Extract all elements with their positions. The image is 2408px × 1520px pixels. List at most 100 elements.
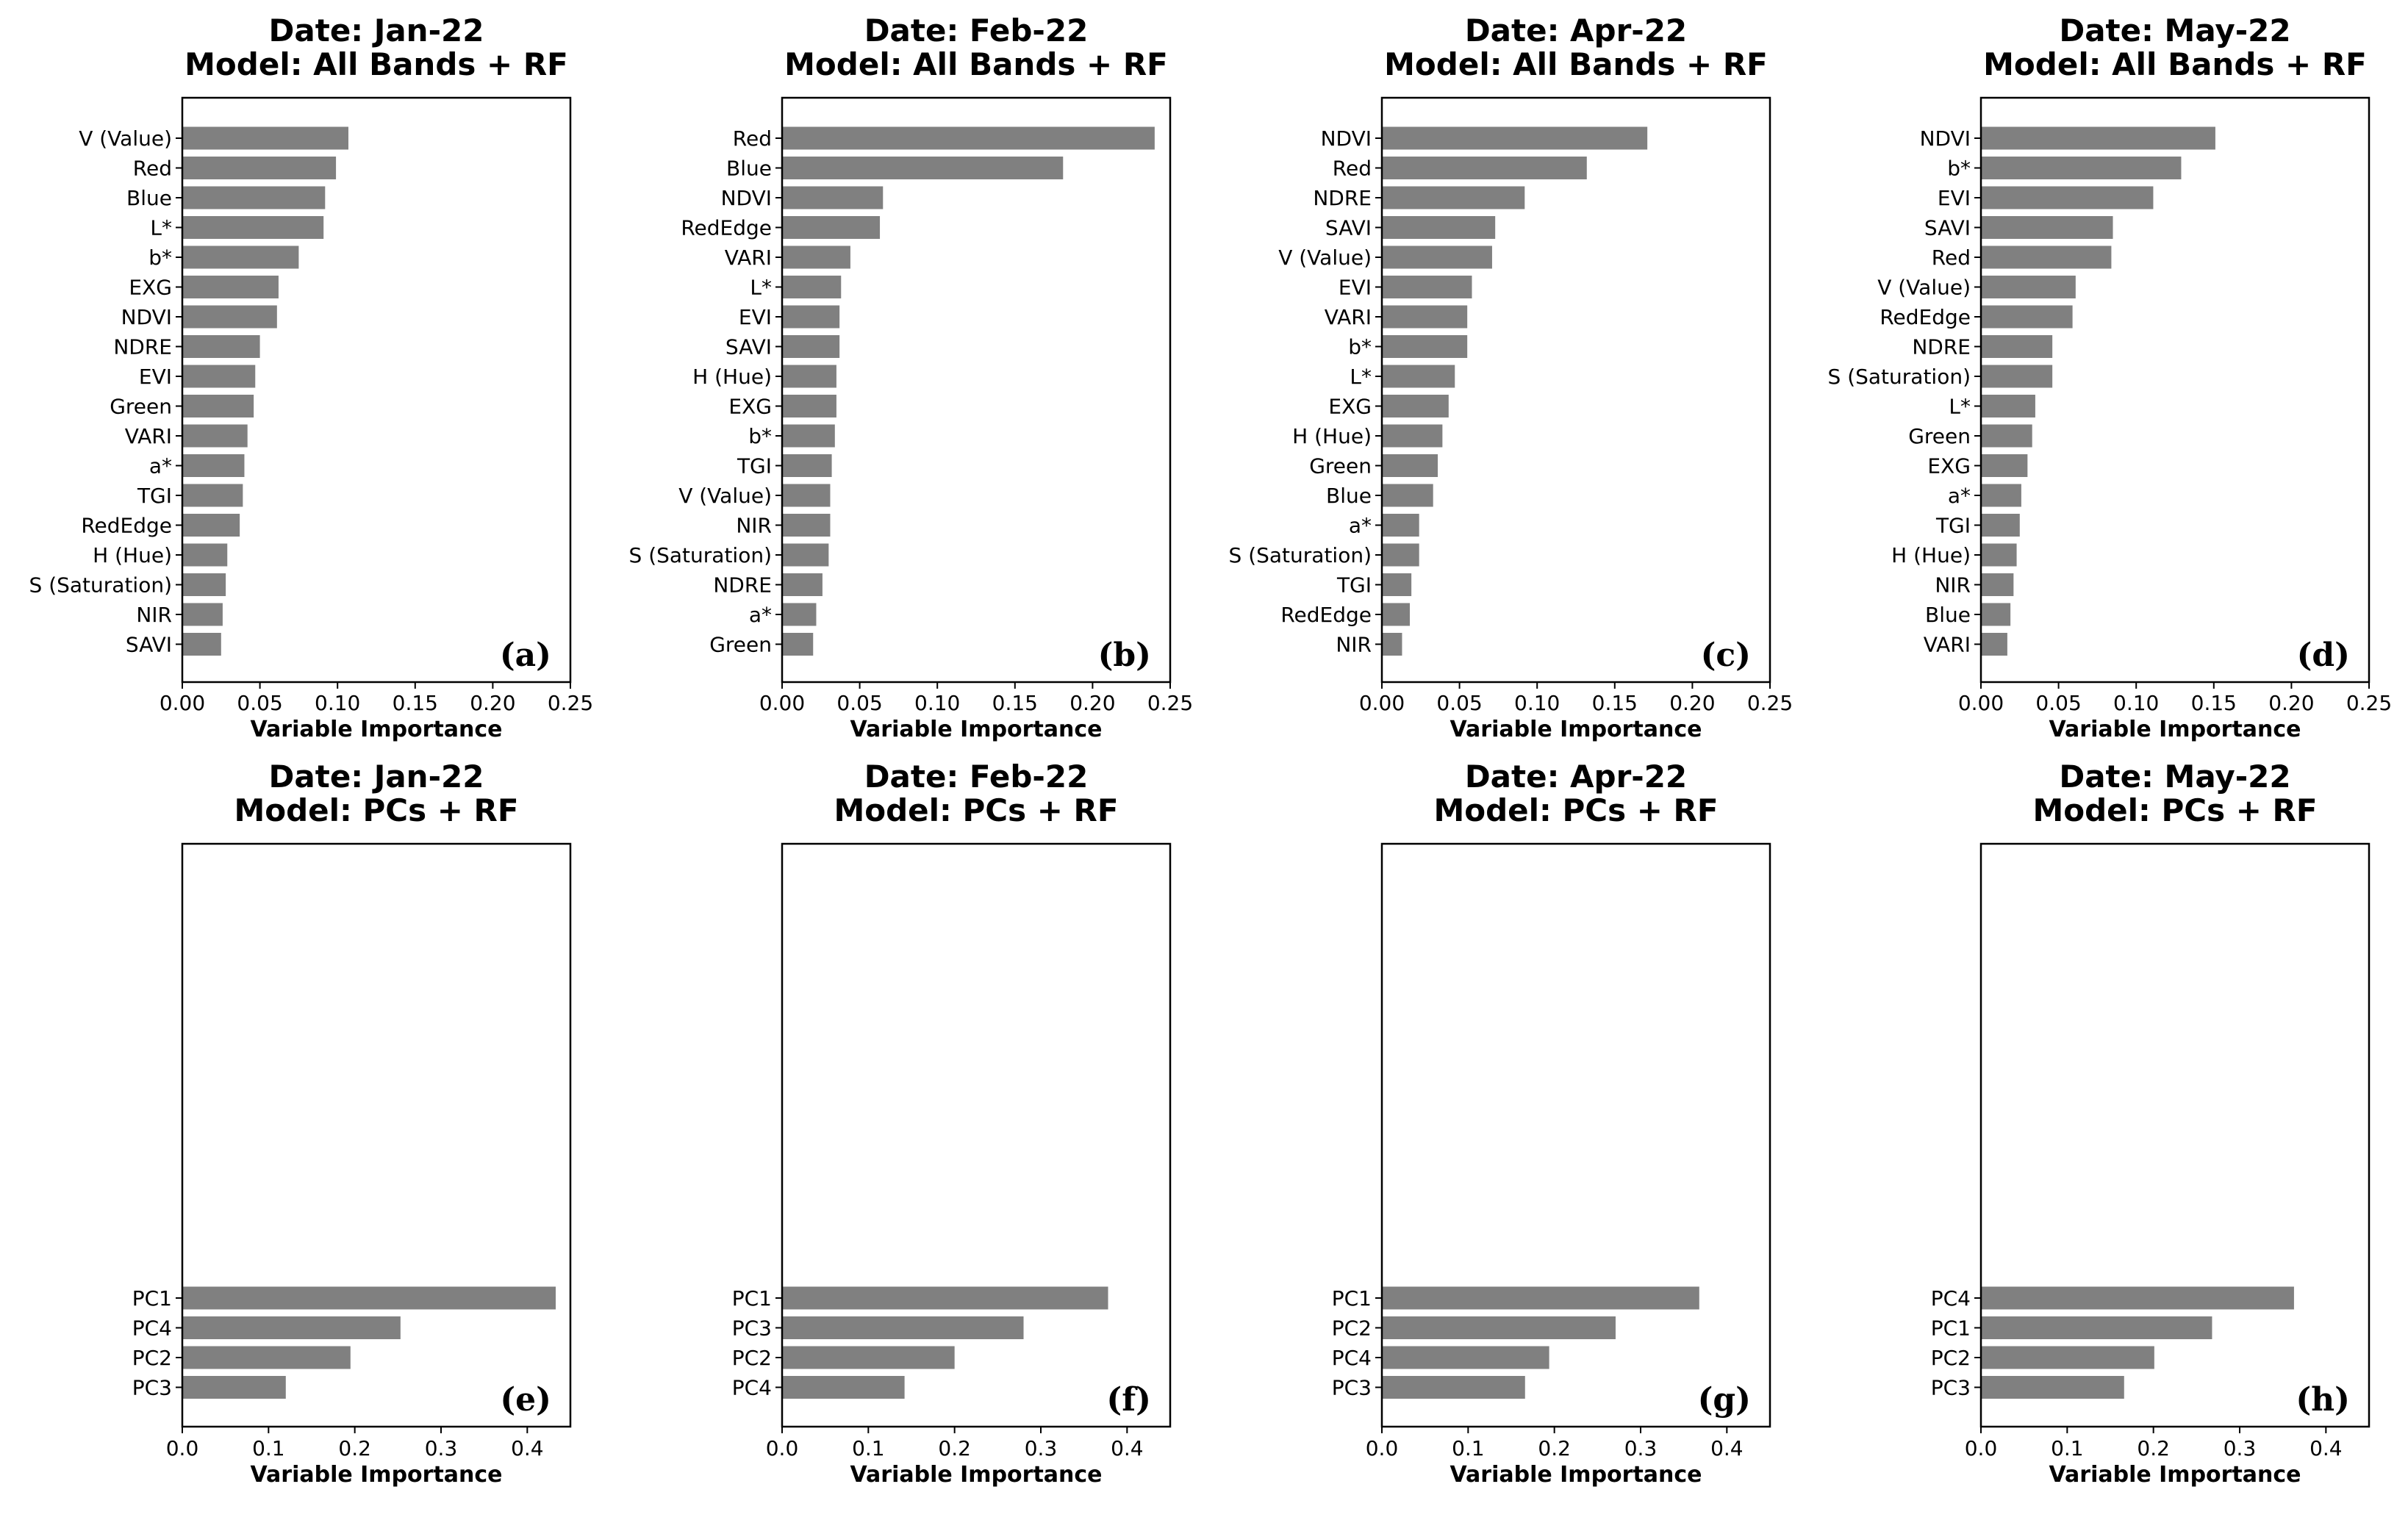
- panel-0-title-line2: Model: All Bands + RF: [184, 46, 568, 82]
- panel-0-panel-label: (a): [500, 637, 551, 674]
- panel-0-bar-10: [182, 424, 248, 448]
- panel-6-xtick-label-4: 0.4: [1710, 1436, 1744, 1460]
- panel-2-bar-4: [1382, 245, 1492, 269]
- panel-3-xtick-label-0: 0.00: [1958, 691, 2004, 715]
- panel-0-bar-13: [182, 514, 240, 537]
- panel-0-ytick-label-15: S (Saturation): [29, 573, 172, 598]
- panel-1-bar-16: [782, 603, 817, 626]
- panel-6-title-line2: Model: PCs + RF: [1433, 792, 1718, 828]
- panel-1-ytick-label-2: NDVI: [721, 186, 772, 210]
- panel-0-bar-1: [182, 157, 337, 179]
- panel-0-bar-16: [182, 603, 223, 626]
- panel-3-bar-15: [1981, 573, 2014, 596]
- panel-3-bar-3: [1981, 216, 2113, 239]
- panel-7-xlabel: Variable Importance: [2049, 1462, 2301, 1488]
- panel-3-bar-11: [1981, 454, 2028, 477]
- panel-5-title-line2: Model: PCs + RF: [834, 792, 1118, 828]
- panel-7-bar-3: [1981, 1376, 2124, 1399]
- panel-2-ytick-label-12: Blue: [1326, 484, 1372, 508]
- panel-4-ytick-label-1: PC4: [132, 1316, 172, 1341]
- panel-2-bar-14: [1382, 543, 1419, 567]
- panel-1-title-line1: Date: Feb-22: [864, 12, 1089, 49]
- panel-3-bar-9: [1981, 395, 2035, 417]
- panel-1-xtick-label-3: 0.15: [992, 691, 1038, 715]
- panel-3-ytick-label-8: S (Saturation): [1828, 365, 1971, 389]
- panel-2-ytick-label-13: a*: [1349, 514, 1372, 538]
- panel-2-bar-2: [1382, 186, 1525, 209]
- panel-1-bar-9: [782, 395, 836, 417]
- panel-3-ytick-label-3: SAVI: [1924, 216, 1971, 240]
- panel-3-xtick-label-4: 0.20: [2268, 691, 2314, 715]
- panel-5-ytick-label-0: PC1: [732, 1286, 772, 1311]
- panel-7-xtick-label-4: 0.4: [2310, 1436, 2343, 1460]
- panel-1-bar-0: [782, 126, 1155, 150]
- panel-4-ytick-label-3: PC3: [132, 1376, 172, 1400]
- panel-5-xtick-label-0: 0.0: [766, 1436, 799, 1460]
- panel-3-axes-frame: [1979, 96, 2371, 684]
- panel-6-ytick-label-3: PC3: [1332, 1376, 1372, 1400]
- panel-0-bar-8: [182, 365, 256, 388]
- panel-3-bar-16: [1981, 603, 2011, 626]
- panel-3-bar-4: [1981, 245, 2112, 269]
- panel-3-ytick-label-4: Red: [1932, 245, 1971, 270]
- panel-2-ytick-label-6: VARI: [1325, 305, 1372, 329]
- panel-0-ytick-label-17: SAVI: [126, 633, 172, 657]
- panel-1-bar-7: [782, 335, 840, 358]
- panel-0-ytick-label-14: H (Hue): [93, 543, 172, 567]
- panel-1-xtick-label-0: 0.00: [759, 691, 805, 715]
- panel-1-ytick-label-1: Blue: [726, 157, 772, 181]
- panel-2-xtick-label-5: 0.25: [1747, 691, 1793, 715]
- panel-1-bar-1: [782, 157, 1064, 179]
- panel-5-xtick-label-2: 0.2: [938, 1436, 971, 1460]
- panel-0-bar-11: [182, 454, 245, 477]
- panel-1-bar-13: [782, 514, 831, 537]
- panel-6-panel-label: (g): [1698, 1381, 1751, 1419]
- panel-2-xtick-label-4: 0.20: [1669, 691, 1715, 715]
- panel-6-xtick-label-3: 0.3: [1624, 1436, 1658, 1460]
- panel-0-ytick-label-7: NDRE: [113, 335, 172, 359]
- panel-4-title-line1: Date: Jan-22: [269, 759, 484, 795]
- panel-7-title-line2: Model: PCs + RF: [2032, 792, 2317, 828]
- panel-7-bar-0: [1981, 1286, 2294, 1310]
- panel-0-xlabel: Variable Importance: [250, 717, 502, 742]
- panel-3-ytick-label-5: V (Value): [1877, 276, 1971, 300]
- panel-1-ytick-label-14: S (Saturation): [629, 543, 772, 567]
- panel-2-ytick-label-11: Green: [1309, 454, 1372, 478]
- panel-2-ytick-label-14: S (Saturation): [1229, 543, 1372, 567]
- panel-3-bar-10: [1981, 424, 2032, 448]
- panel-1-bar-11: [782, 454, 832, 477]
- panel-4-title-line2: Model: PCs + RF: [234, 792, 518, 828]
- panel-0-bar-2: [182, 186, 326, 209]
- panel-2-ytick-label-0: NDVI: [1321, 126, 1372, 151]
- panel-2-xlabel: Variable Importance: [1450, 717, 1702, 742]
- panel-3-bar-0: [1981, 126, 2215, 150]
- panel-1-ytick-label-10: b*: [748, 424, 772, 448]
- panel-1-xtick-label-1: 0.05: [836, 691, 882, 715]
- panel-0-xtick-label-1: 0.05: [237, 691, 282, 715]
- panel-0-xtick-label-2: 0.10: [315, 691, 360, 715]
- panel-3-ytick-label-15: NIR: [1935, 573, 1971, 598]
- panel-3-ytick-label-2: EVI: [1938, 186, 1971, 210]
- panel-2-ytick-label-3: SAVI: [1325, 216, 1372, 240]
- panel-5-title-line1: Date: Feb-22: [864, 759, 1089, 795]
- panel-3-ytick-label-0: NDVI: [1920, 126, 1971, 151]
- panel-5-ytick-label-2: PC2: [732, 1346, 772, 1370]
- panel-2-xtick-label-0: 0.00: [1359, 691, 1405, 715]
- panel-3-ytick-label-16: Blue: [1925, 603, 1971, 627]
- panel-3-bar-5: [1981, 276, 2076, 298]
- panel-1-title-line2: Model: All Bands + RF: [784, 46, 1168, 82]
- panel-0-bar-3: [182, 216, 324, 239]
- panel-6-xlabel: Variable Importance: [1450, 1462, 1702, 1488]
- panel-2-bar-1: [1382, 157, 1587, 179]
- panel-2-xtick-label-2: 0.10: [1514, 691, 1560, 715]
- panel-2-bar-7: [1382, 335, 1468, 358]
- panel-6-ytick-label-2: PC4: [1332, 1346, 1372, 1370]
- panel-5-axes-frame: [781, 842, 1172, 1428]
- panel-6-ytick-label-1: PC2: [1332, 1316, 1372, 1341]
- panel-1-ytick-label-6: EVI: [739, 305, 772, 329]
- panel-4-bar-2: [182, 1346, 351, 1369]
- panel-2-ytick-label-2: NDRE: [1313, 186, 1372, 210]
- panel-4-bar-0: [182, 1286, 556, 1310]
- panel-1-ytick-label-15: NDRE: [713, 573, 772, 598]
